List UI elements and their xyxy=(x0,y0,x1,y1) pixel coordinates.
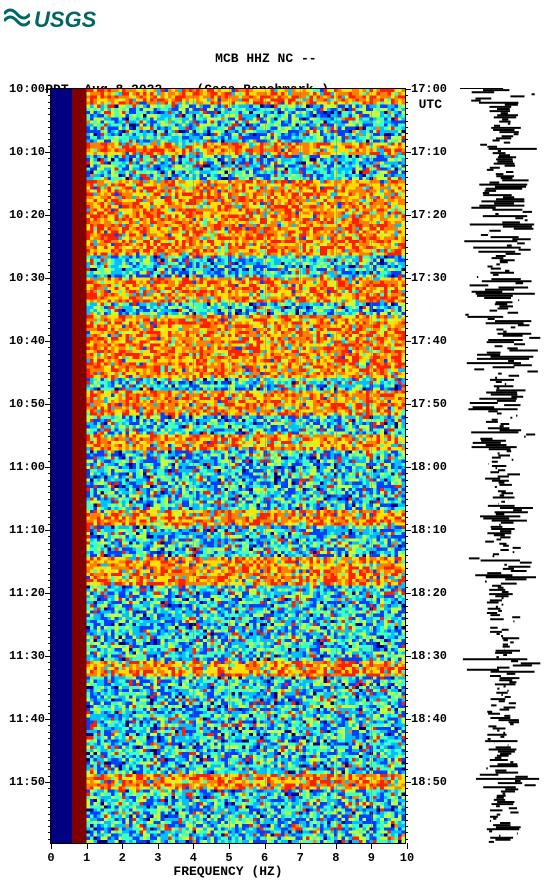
y-right-label: 18:40 xyxy=(411,712,447,726)
y-left-label: 11:30 xyxy=(9,649,45,663)
x-tick-label: 1 xyxy=(83,851,90,865)
y-left-label: 11:00 xyxy=(9,460,45,474)
x-tick-label: 2 xyxy=(119,851,126,865)
wave-icon xyxy=(4,6,30,34)
y-left-label: 10:40 xyxy=(9,334,45,348)
x-tick-label: 7 xyxy=(297,851,304,865)
y-left-label: 11:50 xyxy=(9,775,45,789)
utc-label: UTC xyxy=(419,97,442,112)
x-tick-label: 8 xyxy=(332,851,339,865)
y-left-label: 11:10 xyxy=(9,523,45,537)
y-right-label: 18:00 xyxy=(411,460,447,474)
y-right-label: 18:50 xyxy=(411,775,447,789)
y-left-label: 11:40 xyxy=(9,712,45,726)
x-tick-label: 6 xyxy=(261,851,268,865)
y-left-label: 10:30 xyxy=(9,271,45,285)
x-tick-label: 9 xyxy=(368,851,375,865)
y-right-label: 17:30 xyxy=(411,271,447,285)
y-left-label: 10:50 xyxy=(9,397,45,411)
y-right-label: 17:00 xyxy=(411,82,447,96)
y-right-label: 17:50 xyxy=(411,397,447,411)
waveform-trace xyxy=(460,88,546,844)
x-tick-label: 3 xyxy=(154,851,161,865)
x-tick-label: 4 xyxy=(190,851,197,865)
y-right-label: 18:30 xyxy=(411,649,447,663)
y-right-label: 18:10 xyxy=(411,523,447,537)
y-right-label: 17:20 xyxy=(411,208,447,222)
logo-text: USGS xyxy=(34,7,96,33)
y-left-label: 10:00 xyxy=(9,82,45,96)
usgs-logo: USGS xyxy=(4,6,96,34)
y-right-label: 17:40 xyxy=(411,334,447,348)
spectrogram-canvas xyxy=(51,89,405,843)
waveform-path xyxy=(460,88,546,844)
spectrogram-plot: 10:0010:1010:2010:3010:4010:5011:0011:10… xyxy=(50,88,406,844)
x-axis-label: FREQUENCY (HZ) xyxy=(50,864,406,879)
y-right-label: 18:20 xyxy=(411,586,447,600)
y-left-label: 11:20 xyxy=(9,586,45,600)
x-tick-label: 5 xyxy=(225,851,232,865)
y-left-label: 10:20 xyxy=(9,208,45,222)
x-tick-label: 10 xyxy=(400,851,414,865)
x-tick-label: 0 xyxy=(47,851,54,865)
y-right-label: 17:10 xyxy=(411,145,447,159)
y-left-label: 10:10 xyxy=(9,145,45,159)
